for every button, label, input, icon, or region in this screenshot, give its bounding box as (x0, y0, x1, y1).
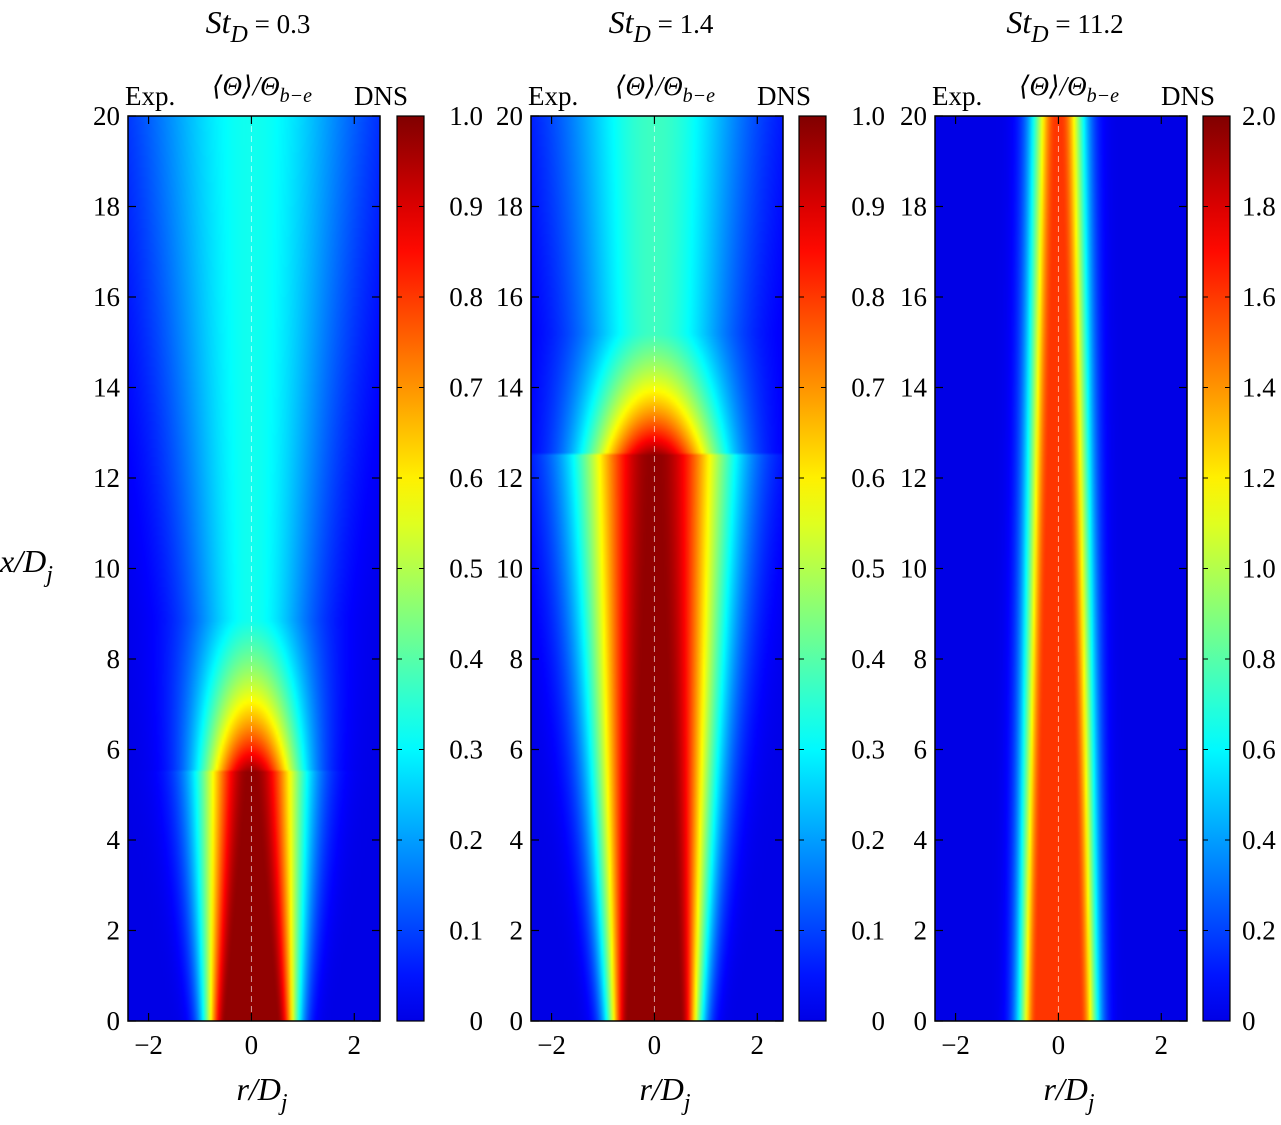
y-tick-label: 2 (107, 916, 121, 946)
x-tick-label: 0 (1052, 1030, 1066, 1060)
colorbar-tick-label: 0 (872, 1006, 886, 1036)
colorbar-tick-label: 0.2 (1242, 916, 1276, 946)
y-tick-label: 4 (510, 825, 524, 855)
y-tick-label: 0 (510, 1006, 524, 1036)
panel-1: 0 2 4 6 8 10 12 14 16 18 20 −2 0 2 StD = 0.3 Exp. DNS ⟨Θ⟩… (0, 4, 484, 1116)
y-tick-label: 10 (900, 554, 927, 584)
colorbar-tick-label: 1.2 (1242, 463, 1276, 493)
x-tick-label: 0 (648, 1030, 662, 1060)
x-tick-label: −2 (941, 1030, 970, 1060)
x-tick-label: 2 (348, 1030, 362, 1060)
y-tick-label: 12 (900, 463, 927, 493)
panel-3: 0 2 4 6 8 10 12 14 16 18 20 −2 0 2 StD = 11.2 Exp. DNS ⟨Θ… (900, 4, 1276, 1116)
header-dns: DNS (757, 81, 811, 111)
colorbar-tick-label: 1.8 (1242, 192, 1276, 222)
y-tick-label: 12 (93, 463, 120, 493)
colorbar-tick-label: 0 (1242, 1006, 1256, 1036)
colorbar-tick-label: 0.4 (449, 644, 483, 674)
y-tick-label: 18 (496, 192, 523, 222)
y-tick-label: 14 (900, 373, 928, 403)
panel-title: StD = 0.3 (206, 4, 311, 48)
colorbar-tick-label: 0.5 (851, 554, 885, 584)
colorbar-tick-label: 0.4 (851, 644, 885, 674)
colorbar-tick-label: 0.6 (449, 463, 483, 493)
colorbar-tick-label: 0.6 (851, 463, 885, 493)
header-quantity: ⟨Θ⟩/Θb−e (615, 71, 715, 107)
x-tick-label: 0 (245, 1030, 259, 1060)
y-tick-label: 18 (900, 192, 927, 222)
y-tick-label: 14 (496, 373, 524, 403)
colorbar-tick-label: 0.5 (449, 554, 483, 584)
y-tick-label: 4 (107, 825, 121, 855)
y-tick-label: 16 (93, 282, 120, 312)
y-tick-label: 8 (914, 644, 928, 674)
x-tick-label: −2 (537, 1030, 566, 1060)
y-tick-label: 6 (914, 735, 928, 765)
colorbar-tick-label: 0.7 (449, 373, 483, 403)
panel-2: 0 2 4 6 8 10 12 14 16 18 20 −2 0 2 StD = 1.4 Exp. DNS ⟨Θ⟩… (496, 4, 886, 1116)
colorbar-tick-label: 1.0 (449, 101, 483, 131)
colorbar-tick-label: 0.1 (449, 916, 483, 946)
colorbar-tick-label: 0.7 (851, 373, 885, 403)
colorbar-tick-label: 0.9 (449, 192, 483, 222)
x-tick-label: 2 (1155, 1030, 1169, 1060)
x-tick-label: 2 (751, 1030, 765, 1060)
y-tick-label: 10 (496, 554, 523, 584)
colorbar-tick-label: 0.2 (851, 825, 885, 855)
colorbar-tick-label: 0.8 (1242, 644, 1276, 674)
y-tick-label: 8 (510, 644, 524, 674)
colorbar-tick-label: 0.8 (851, 282, 885, 312)
x-axis-label: r/Dj (236, 1071, 287, 1116)
colorbar-tick-label: 0.4 (1242, 825, 1276, 855)
colorbar-tick-label: 1.4 (1242, 373, 1276, 403)
header-exp: Exp. (528, 81, 578, 111)
header-dns: DNS (1161, 81, 1215, 111)
colorbar-tick-label: 0.3 (449, 735, 483, 765)
y-axis-label: x/Dj (0, 543, 53, 588)
panel-title: StD = 11.2 (1006, 4, 1123, 48)
header-exp: Exp. (125, 81, 175, 111)
colorbar-tick-label: 1.0 (851, 101, 885, 131)
colorbar-tick-label: 0.3 (851, 735, 885, 765)
x-axis-label: r/Dj (639, 1071, 690, 1116)
y-tick-label: 14 (93, 373, 121, 403)
y-tick-label: 20 (900, 101, 927, 131)
y-tick-label: 20 (93, 101, 120, 131)
panel-title: StD = 1.4 (609, 4, 714, 48)
colorbar-tick-label: 1.6 (1242, 282, 1276, 312)
x-tick-label: −2 (134, 1030, 163, 1060)
x-axis-label: r/Dj (1043, 1071, 1094, 1116)
colorbar-tick-label: 0.2 (449, 825, 483, 855)
y-tick-label: 0 (107, 1006, 121, 1036)
y-tick-label: 6 (107, 735, 121, 765)
colorbar-tick-label: 0.9 (851, 192, 885, 222)
y-tick-label: 0 (914, 1006, 928, 1036)
y-tick-label: 12 (496, 463, 523, 493)
header-dns: DNS (354, 81, 408, 111)
y-tick-label: 8 (107, 644, 121, 674)
y-tick-label: 4 (914, 825, 928, 855)
colorbar-tick-label: 1.0 (1242, 554, 1276, 584)
y-tick-label: 6 (510, 735, 524, 765)
heatmap-field (531, 116, 783, 1021)
heatmap-field (128, 116, 380, 1021)
y-tick-label: 20 (496, 101, 523, 131)
header-quantity: ⟨Θ⟩/Θb−e (212, 71, 312, 107)
colorbar-tick-label: 0.6 (1242, 735, 1276, 765)
header-quantity: ⟨Θ⟩/Θb−e (1019, 71, 1119, 107)
header-exp: Exp. (932, 81, 982, 111)
y-tick-label: 2 (914, 916, 928, 946)
y-tick-label: 10 (93, 554, 120, 584)
colorbar-tick-label: 0.1 (851, 916, 885, 946)
colorbar-tick-label: 0.8 (449, 282, 483, 312)
colorbar-tick-label: 0 (470, 1006, 484, 1036)
y-tick-label: 16 (900, 282, 927, 312)
y-tick-label: 18 (93, 192, 120, 222)
colorbar-tick-label: 2.0 (1242, 101, 1276, 131)
y-tick-label: 16 (496, 282, 523, 312)
heatmap-field (935, 116, 1187, 1021)
y-tick-label: 2 (510, 916, 524, 946)
